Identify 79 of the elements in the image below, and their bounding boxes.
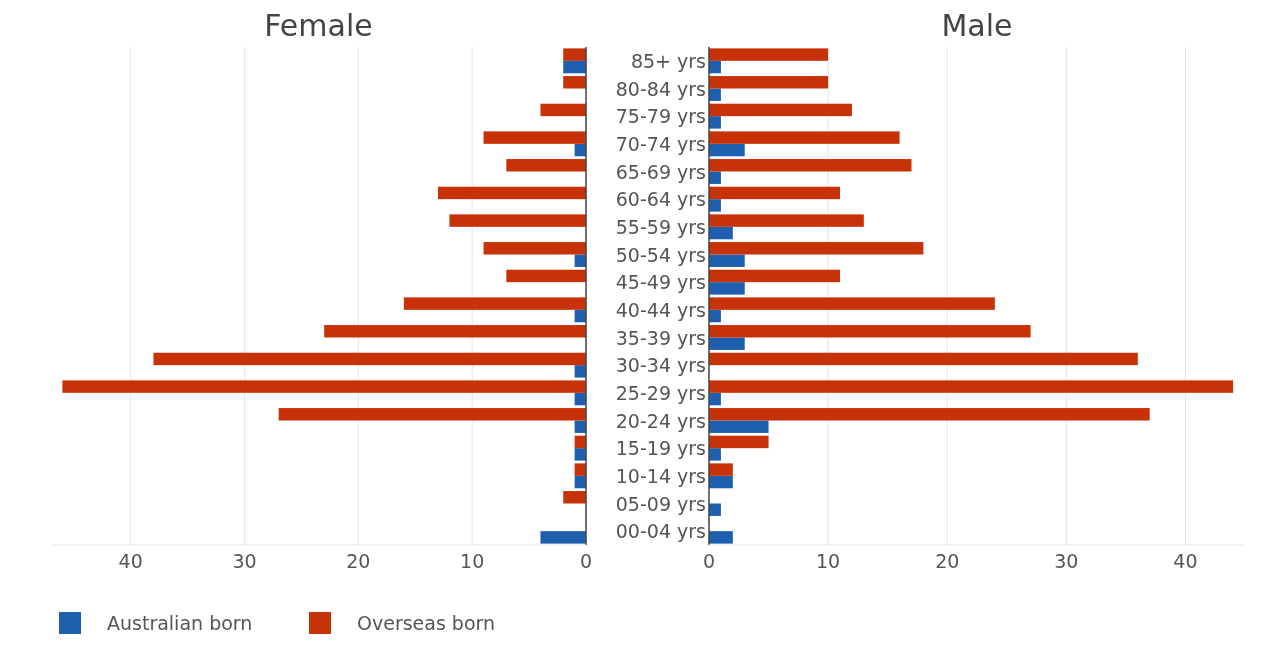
bar xyxy=(153,352,586,366)
y-tick-label: 20-24 yrs xyxy=(615,409,706,432)
bar xyxy=(403,297,586,310)
bar xyxy=(62,380,586,393)
x-tick-label: 40 xyxy=(1173,550,1198,572)
bar xyxy=(449,214,586,227)
y-tick-label: 50-54 yrs xyxy=(615,243,706,266)
bar xyxy=(709,186,841,200)
y-tick-label: 25-29 yrs xyxy=(615,381,706,404)
bar xyxy=(563,48,586,61)
y-tick-label: 00-04 yrs xyxy=(615,520,706,543)
bar xyxy=(709,475,733,489)
bar xyxy=(506,159,586,172)
bar xyxy=(709,380,1234,393)
y-tick-label: 70-74 yrs xyxy=(615,132,706,155)
x-tick-label: 0 xyxy=(579,550,593,572)
y-tick-label: 60-64 yrs xyxy=(615,188,706,211)
bar xyxy=(709,159,912,172)
bar xyxy=(506,269,586,283)
y-tick-label: 55-59 yrs xyxy=(615,215,706,238)
bar xyxy=(709,116,721,129)
bar xyxy=(438,186,586,200)
bar xyxy=(709,420,769,433)
chart-title: Female xyxy=(264,8,373,43)
bar xyxy=(709,103,852,117)
bar xyxy=(709,269,841,283)
legend-label: Australian born xyxy=(107,612,253,634)
bar xyxy=(709,297,995,310)
bar xyxy=(709,352,1138,366)
bar xyxy=(709,448,721,461)
bar xyxy=(540,103,586,117)
bar xyxy=(709,143,745,157)
x-tick-label: 20 xyxy=(935,550,960,572)
bar xyxy=(709,531,733,544)
x-tick-label: 10 xyxy=(816,550,841,572)
y-tick-label: 10-14 yrs xyxy=(615,464,706,487)
bar xyxy=(563,491,586,504)
bar xyxy=(563,76,586,89)
bar xyxy=(709,199,721,212)
y-tick-label: 15-19 yrs xyxy=(615,437,706,460)
bar xyxy=(540,531,586,544)
y-tick-label: 85+ yrs xyxy=(630,49,706,72)
bar xyxy=(709,242,924,255)
x-tick-label: 10 xyxy=(460,550,485,572)
x-tick-label: 20 xyxy=(346,550,371,572)
x-tick-label: 30 xyxy=(232,550,257,572)
bar xyxy=(709,282,745,295)
bar xyxy=(324,325,586,338)
bar xyxy=(709,226,733,240)
bar xyxy=(709,214,864,227)
chart-title: Male xyxy=(941,8,1013,43)
y-tick-label: 65-69 yrs xyxy=(615,160,706,183)
y-tick-label: 75-79 yrs xyxy=(615,105,706,128)
bar xyxy=(278,408,586,421)
bar xyxy=(574,448,586,461)
y-tick-label: 30-34 yrs xyxy=(615,354,706,377)
bar xyxy=(709,48,829,61)
bar xyxy=(709,76,829,89)
bar xyxy=(563,60,586,74)
bar xyxy=(709,435,769,449)
bar xyxy=(709,254,745,267)
bar xyxy=(574,463,586,476)
legend-label: Overseas born xyxy=(357,612,496,634)
bar xyxy=(709,337,745,350)
y-tick-label: 45-49 yrs xyxy=(615,271,706,294)
bar xyxy=(709,408,1150,421)
x-tick-label: 0 xyxy=(702,550,716,572)
y-tick-label: 05-09 yrs xyxy=(615,492,706,515)
bar xyxy=(483,131,586,144)
y-tick-label: 40-44 yrs xyxy=(615,298,706,321)
bar xyxy=(709,463,733,476)
x-tick-label: 40 xyxy=(118,550,143,572)
bar xyxy=(709,325,1031,338)
bar xyxy=(483,242,586,255)
x-tick-label: 30 xyxy=(1054,550,1079,572)
bar xyxy=(574,365,586,378)
y-tick-label: 35-39 yrs xyxy=(615,326,706,349)
bar xyxy=(709,131,900,144)
y-tick-label: 80-84 yrs xyxy=(615,77,706,100)
